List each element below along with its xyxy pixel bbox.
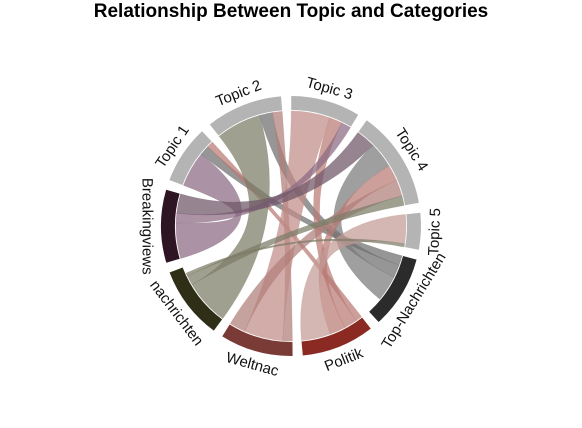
- sector-arc-nachrichten: [169, 267, 223, 331]
- sector-arc-breakingviews: [161, 189, 180, 263]
- sector-arc-topic-2: [209, 96, 283, 136]
- chart-title: Relationship Between Topic and Categorie…: [93, 1, 489, 22]
- sector-layer: [161, 96, 421, 357]
- sector-arc-weltnac: [222, 324, 293, 357]
- sector-arc-topic-3: [291, 96, 359, 127]
- sector-arc-topic-1: [169, 131, 212, 185]
- sector-label-breakingviews: Breakingviews: [139, 178, 156, 275]
- ribbon-topic-4-to-nachrichten: [187, 195, 405, 286]
- ribbon-layer: [175, 110, 407, 342]
- sector-label-topic-5: Topic 5: [425, 208, 444, 256]
- sector-arc-politik: [301, 317, 371, 356]
- ribbon-topic-1-to-politik: [207, 141, 363, 322]
- sector-arc-topic-5: [405, 212, 421, 250]
- sector-arc-top-nachrichten: [369, 256, 417, 323]
- ribbon-topic-5-to-nachrichten: [185, 238, 405, 277]
- ribbon-topic-4-to-breakingviews: [176, 132, 374, 216]
- sector-arc-topic-4: [358, 120, 419, 206]
